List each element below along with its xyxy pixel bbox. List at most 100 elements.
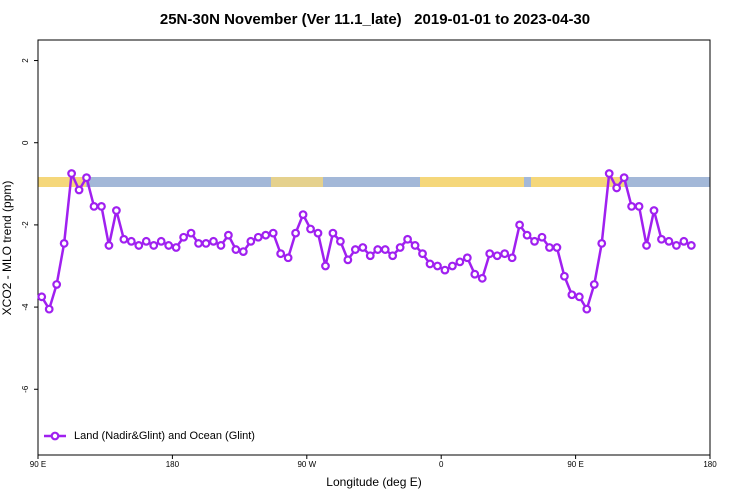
x-tick-label: 180 [703,460,717,469]
data-point [619,173,629,183]
y-tick-label: 2 [21,58,30,63]
data-point [231,245,241,254]
data-point [82,173,91,183]
data-point [492,251,502,261]
data-point [298,210,308,220]
data-point [156,236,166,246]
data-point [37,292,47,302]
land-segment [38,177,86,187]
data-point [552,243,562,252]
data-point [567,290,577,300]
data-point [574,292,584,302]
land-segment [531,177,624,187]
legend-label: Land (Nadir&Glint) and Ocean (Glint) [74,430,255,442]
data-point [238,247,248,257]
data-point [589,280,599,289]
data-point [388,251,398,261]
data-point [597,238,607,248]
data-point [119,234,129,244]
data-point [522,230,532,240]
data-point [395,243,405,252]
y-tick-label: -4 [21,303,30,311]
data-point [97,202,106,211]
x-axis-label: Longitude (deg E) [326,475,421,489]
data-point [171,243,181,252]
x-tick-label: 180 [166,460,180,469]
data-point [358,243,368,252]
data-point [52,280,62,289]
data-point [253,232,263,242]
data-point [604,169,614,178]
data-point [530,236,539,246]
data-point [664,236,674,246]
data-point [582,304,592,314]
data-point [276,249,286,259]
data-point [283,253,293,263]
data-point [455,257,465,267]
data-point [462,253,472,263]
data-point [186,228,196,238]
data-point [515,220,524,230]
data-point [477,273,487,283]
data-point [373,245,383,254]
data-point [246,236,256,246]
x-tick-label: 90 W [297,460,316,469]
y-tick-label: -6 [21,385,30,393]
data-point [425,259,435,269]
y-axis-label: XCO2 - MLO trend (ppm) [0,181,14,316]
data-point [545,243,554,252]
data-point [134,241,144,250]
data-point [657,234,666,244]
data-point [268,228,278,238]
data-point [403,234,413,244]
data-point [223,230,233,240]
data-point [141,236,151,246]
data-point [365,251,375,261]
data-point [104,241,114,250]
data-point [291,228,301,238]
data-point [350,245,360,254]
data-point [164,241,174,250]
plot-frame [37,39,711,456]
data-point [418,249,427,259]
data-point [560,271,569,281]
data-point [679,236,689,246]
data-point [485,249,495,259]
data-point [537,232,547,242]
data-point [67,169,76,178]
data-point [627,202,636,211]
data-point [612,183,622,193]
data-point [261,230,271,240]
data-point [672,241,681,250]
data-point [201,238,211,248]
ocean-strip [38,177,710,187]
data-point [111,206,121,215]
data-point [440,265,450,275]
x-tick-label: 0 [439,460,444,469]
data-point [448,261,457,271]
y-tick-label: -2 [21,221,30,229]
data-point [306,224,315,234]
chart-title: 25N-30N November (Ver 11.1_late) 2019-01… [160,11,590,28]
data-point [59,238,69,248]
data-point [149,241,159,250]
data-point [343,255,353,265]
land-segment [271,177,323,187]
data-point [328,228,338,238]
land-ocean-strip [38,177,710,187]
data-point [89,202,99,211]
data-point [634,202,644,211]
data-point [410,241,420,250]
data-point [507,253,517,263]
data-point [194,238,203,248]
x-tick-label: 90 E [30,460,46,469]
data-point [500,249,510,259]
data-point [321,261,330,271]
data-point [649,206,659,215]
data-point [470,269,480,279]
legend-marker [50,431,60,441]
data-point [433,261,442,271]
y-tick-label: 0 [21,140,30,145]
data-point [336,236,345,246]
